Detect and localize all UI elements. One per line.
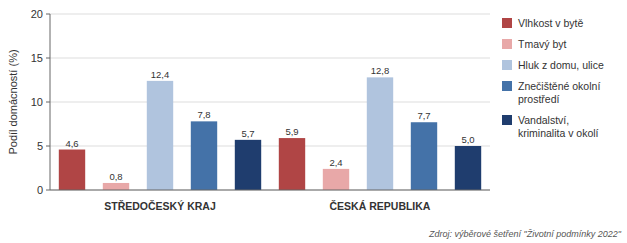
group-label: STŘEDOČESKÝ KRAJ	[104, 200, 216, 212]
bar	[103, 183, 129, 190]
legend-label-line: Znečištěné okol­ní	[518, 80, 600, 92]
tick-label: 15	[31, 52, 43, 64]
legend-swatch	[502, 18, 512, 28]
tick-label: 10	[31, 96, 43, 108]
legend-label-line: Tmavý byt	[518, 38, 567, 50]
legend-label: Tmavý byt	[518, 38, 567, 50]
grid-line	[50, 58, 490, 59]
grid-line	[50, 102, 490, 103]
grid	[50, 14, 490, 190]
bar	[279, 138, 305, 190]
legend-swatch	[502, 39, 512, 49]
bar	[323, 169, 349, 190]
legend-label-line: prostředí	[518, 93, 560, 105]
tick-mark	[46, 102, 50, 103]
data-label: 7,7	[417, 110, 430, 121]
tick-mark	[46, 14, 50, 15]
tick-mark	[46, 190, 50, 191]
bar	[191, 121, 217, 190]
legend-label-line: Vlhkost v bytě	[518, 17, 584, 29]
y-axis-label: Podíl domácností (%)	[7, 49, 19, 154]
data-label: 5,7	[241, 128, 254, 139]
legend-label: Hluk z domu, ulice	[518, 59, 604, 71]
legend-label-line: Hluk z domu, ulice	[518, 59, 604, 71]
bar	[455, 146, 481, 190]
bar	[59, 150, 85, 190]
data-label: 0,8	[109, 171, 122, 182]
bars	[59, 77, 481, 190]
bar	[235, 140, 261, 190]
group-label: ČESKÁ REPUBLIKA	[330, 200, 431, 212]
data-label: 12,8	[371, 65, 390, 76]
legend-swatch	[502, 115, 512, 125]
tick-label: 20	[31, 8, 43, 20]
grid-line	[50, 190, 490, 191]
tick-label: 5	[37, 140, 43, 152]
legend-label: Vlhkost v bytě	[518, 17, 584, 29]
tick-label: 0	[37, 184, 43, 196]
legend-label-line: kriminalita v okolí	[518, 127, 599, 139]
legend: Vlhkost v bytě Tmavý byt Hluk z domu, ulic…	[502, 17, 604, 139]
data-label: 4,6	[65, 138, 78, 149]
data-labels: 4,6 0,8 12,4 7,8 5,7 5,9 2,4 12,8 7,7 5,0	[65, 65, 474, 182]
bar	[367, 77, 393, 190]
data-label: 5,9	[285, 126, 298, 137]
data-label: 12,4	[151, 69, 170, 80]
bar	[411, 122, 437, 190]
grid-line	[50, 14, 490, 15]
legend-label-line: Vandalství,	[518, 114, 569, 126]
x-axis-line	[50, 190, 490, 191]
data-label: 2,4	[329, 157, 342, 168]
tick-mark	[46, 58, 50, 59]
bar	[147, 81, 173, 190]
legend-swatch	[502, 81, 512, 91]
legend-label: Vandalství,kriminalita v okolí	[518, 114, 599, 139]
source-note: Zdroj: výběrové šetření "Životní podmínk…	[428, 229, 622, 239]
tick-mark	[46, 146, 50, 147]
data-label: 5,0	[461, 134, 474, 145]
legend-swatch	[502, 60, 512, 70]
legend-label: Znečištěné okol­níprostředí	[518, 80, 600, 105]
y-axis-line	[50, 14, 51, 190]
chart: 0 5 10 15 20 Podíl domácností (%) 4,6 0,8 12,4 7,…	[0, 0, 627, 243]
data-label: 7,8	[197, 109, 210, 120]
